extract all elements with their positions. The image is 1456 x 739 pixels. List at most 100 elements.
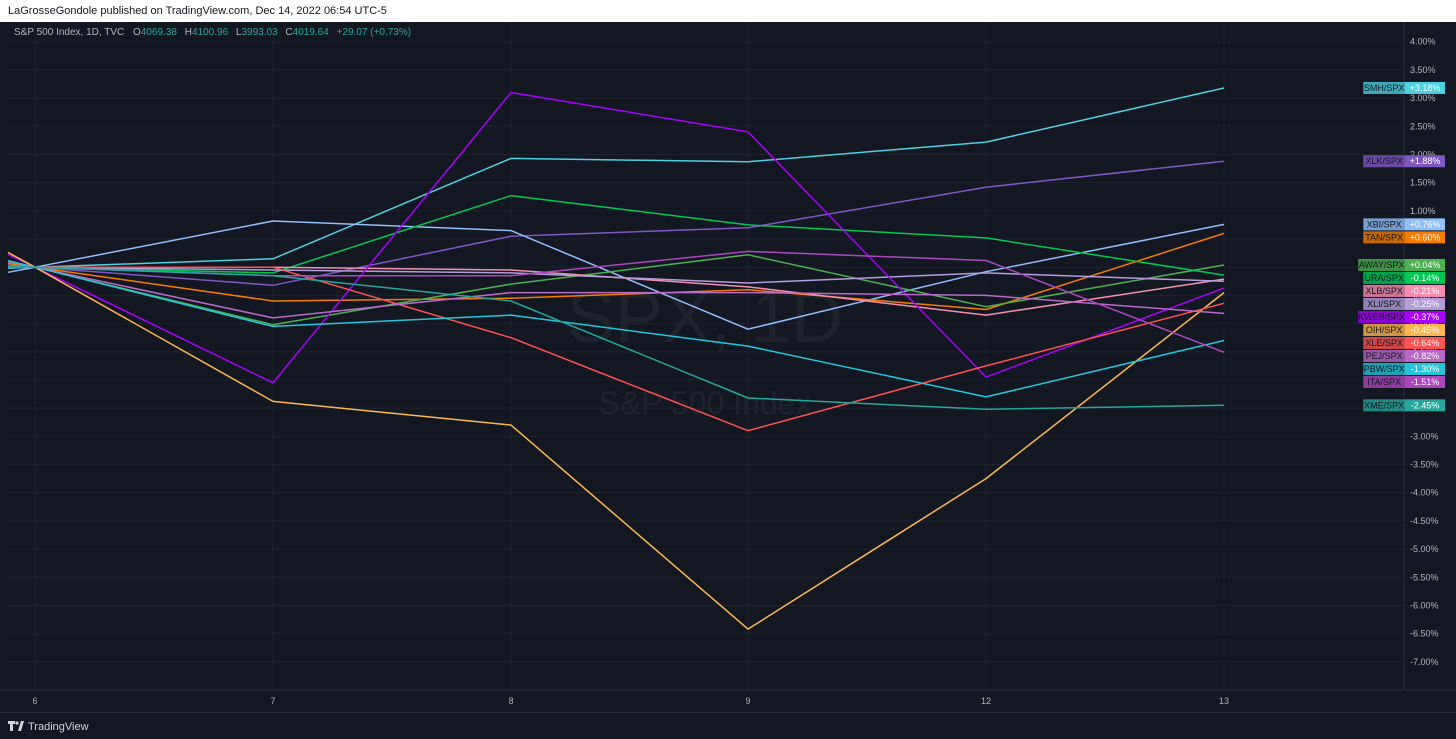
- price-label-oih-spx: OIH/SPX -0.45%: [1363, 323, 1445, 336]
- legend-close-label: C: [285, 27, 293, 38]
- price-label-value: +1.88%: [1410, 156, 1441, 166]
- y-tick-label: -4.50%: [1410, 516, 1439, 526]
- legend-open: O4069.38: [133, 27, 180, 38]
- y-tick-label: -3.50%: [1410, 460, 1439, 470]
- series-line-kweb-spx[interactable]: [34, 91, 1225, 384]
- legend-close: C4019.64: [285, 27, 331, 38]
- tradingview-logo[interactable]: TradingView: [8, 719, 89, 735]
- price-label-value: +0.76%: [1410, 219, 1441, 229]
- price-label-name-bg: [1363, 349, 1405, 362]
- tradingview-brand: TradingView: [28, 721, 89, 733]
- series-line-lead: [7, 259, 36, 268]
- series-line-away-spx[interactable]: [34, 254, 1225, 326]
- series-line-xbi-spx[interactable]: [34, 220, 1225, 330]
- price-label-value: -1.51%: [1411, 377, 1440, 387]
- x-tick-label: 7: [270, 696, 275, 706]
- price-label-name: ITA/SPX: [1367, 377, 1401, 387]
- price-label-value-bg: [1405, 310, 1445, 323]
- price-label-name: PBW/SPX: [1364, 364, 1405, 374]
- price-label-ita-spx: ITA/SPX -1.51%: [1363, 375, 1445, 388]
- price-label-value: -0.45%: [1411, 325, 1440, 335]
- series-line-xli-spx[interactable]: [34, 266, 1225, 284]
- published-header: LaGrosseGondole published on TradingView…: [0, 0, 1456, 22]
- y-tick-label: 4.00%: [1410, 37, 1436, 47]
- price-label-name: XLE/SPX: [1365, 338, 1403, 348]
- price-label-away-spx: AWAY/SPX +0.04%: [1358, 258, 1445, 271]
- y-tick-label: -6.50%: [1410, 629, 1439, 639]
- price-label-value: -0.21%: [1411, 286, 1440, 296]
- legend-close-value: 4019.64: [292, 27, 329, 38]
- y-tick-label: -5.00%: [1410, 544, 1439, 554]
- price-label-value: -0.37%: [1411, 312, 1440, 322]
- price-label-name-bg: [1363, 284, 1405, 297]
- price-label-name-bg: [1363, 336, 1405, 349]
- series-line-xlk-spx[interactable]: [34, 160, 1225, 287]
- price-label-value: -1.30%: [1411, 364, 1440, 374]
- price-label-name: OIH/SPX: [1366, 325, 1403, 335]
- y-tick-label: 2.00%: [1410, 149, 1436, 159]
- watermark-name: S&P 500 Index: [599, 385, 812, 421]
- price-label-value-bg: [1405, 284, 1445, 297]
- price-label-name: XBI/SPX: [1367, 219, 1402, 229]
- time-scale[interactable]: 6 7 8 9 12 13: [32, 696, 1229, 706]
- price-label-value-bg: [1405, 258, 1445, 271]
- watermark: SPX, 1D S&P 500 Index: [567, 278, 843, 421]
- price-label-value: -2.45%: [1411, 400, 1440, 410]
- price-label-value: -0.82%: [1411, 351, 1440, 361]
- price-label-pej-spx: PEJ/SPX -0.82%: [1363, 349, 1445, 362]
- price-label-value: -0.25%: [1411, 299, 1440, 309]
- series-line-tan-spx[interactable]: [34, 232, 1225, 311]
- price-label-name-bg: [1363, 362, 1405, 375]
- y-tick-label: 3.50%: [1410, 65, 1436, 75]
- y-tick-label: -6.00%: [1410, 600, 1439, 610]
- series-lines: [7, 87, 1225, 630]
- symbol-legend[interactable]: S&P 500 Index, 1D, TVC O4069.38 H4100.96…: [14, 26, 411, 40]
- y-tick-label: 1.00%: [1410, 206, 1436, 216]
- price-label-value-bg: [1405, 271, 1445, 284]
- price-label-name-bg: [1358, 310, 1405, 323]
- price-label-xli-spx: XLI/SPX -0.25%: [1363, 297, 1445, 310]
- y-tick-label: -1.00%: [1410, 319, 1439, 329]
- price-label-value-bg: [1405, 231, 1445, 244]
- price-label-name: XLK/SPX: [1365, 156, 1403, 166]
- y-tick-label: 3.00%: [1410, 93, 1436, 103]
- price-label-name-bg: [1358, 258, 1405, 271]
- price-label-name: URA/SPX: [1364, 273, 1404, 283]
- legend-high-label: H: [184, 27, 192, 38]
- price-label-value-bg: [1405, 362, 1445, 375]
- y-tick-label: -7.00%: [1410, 657, 1439, 667]
- series-line-lead: [7, 265, 36, 268]
- x-tick-label: 6: [32, 696, 37, 706]
- series-price-labels: SMH/SPX +3.18% XLK/SPX +1.88% XBI/SPX +0.76% T…: [1358, 81, 1445, 412]
- y-tick-label: -4.00%: [1410, 488, 1439, 498]
- price-label-xlk-spx: XLK/SPX +1.88%: [1363, 155, 1445, 168]
- chart-background: [0, 22, 1456, 712]
- price-label-name-bg: [1363, 323, 1405, 336]
- series-line-oih-spx[interactable]: [34, 266, 1225, 630]
- series-line-pbw-spx[interactable]: [34, 266, 1225, 398]
- price-label-name-bg: [1363, 218, 1405, 231]
- price-label-xle-spx: XLE/SPX -0.64%: [1363, 336, 1445, 349]
- y-tick-label: -5.50%: [1410, 572, 1439, 582]
- published-text: LaGrosseGondole published on TradingView…: [8, 5, 387, 17]
- chart[interactable]: SPX, 1D S&P 500 Index 4.00% 3.50% 3.00% 2.5…: [0, 22, 1456, 712]
- series-line-xle-spx[interactable]: [35, 266, 1225, 432]
- price-label-value-bg: [1405, 155, 1445, 168]
- price-label-value-bg: [1405, 218, 1445, 231]
- watermark-symbol: SPX, 1D: [567, 278, 843, 358]
- series-line-pej-spx[interactable]: [34, 266, 1225, 319]
- price-label-value: +0.60%: [1410, 232, 1441, 242]
- y-tick-label: -3.00%: [1410, 431, 1439, 441]
- series-line-xme-spx[interactable]: [34, 266, 1225, 411]
- series-line-smh-spx[interactable]: [34, 87, 1225, 268]
- series-line-ura-spx[interactable]: [34, 194, 1225, 276]
- y-tick-label: 2.50%: [1410, 121, 1436, 131]
- price-label-value: -0.64%: [1411, 338, 1440, 348]
- x-tick-label: 13: [1219, 696, 1229, 706]
- price-label-value-bg: [1405, 336, 1445, 349]
- price-label-value-bg: [1405, 81, 1445, 94]
- price-label-pbw-spx: PBW/SPX -1.30%: [1363, 362, 1445, 375]
- price-label-name: XLI/SPX: [1367, 299, 1401, 309]
- price-label-name: XME/SPX: [1364, 400, 1404, 410]
- legend-open-value: 4069.38: [140, 27, 177, 38]
